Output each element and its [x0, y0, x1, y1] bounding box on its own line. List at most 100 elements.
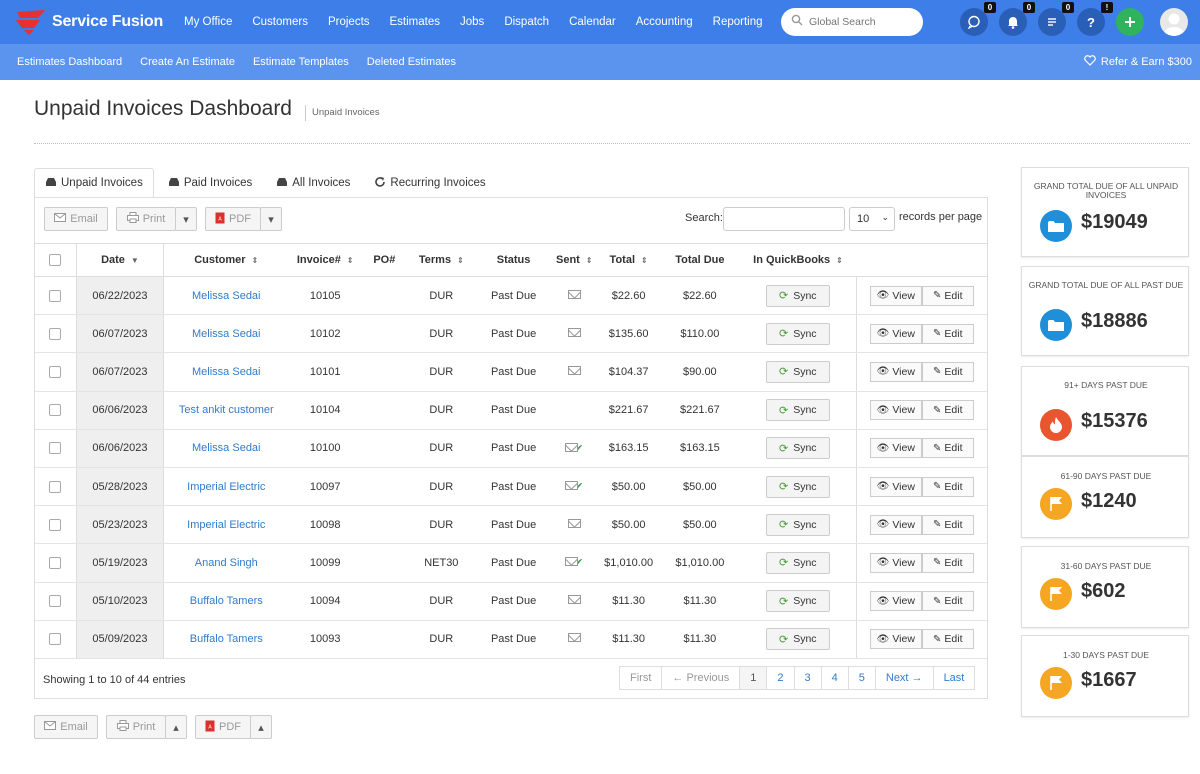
subnav-estimate-templates[interactable]: Estimate Templates	[252, 56, 349, 68]
edit-button[interactable]: ✎ Edit	[921, 591, 974, 612]
row-checkbox[interactable]	[49, 404, 62, 417]
row-customer-link[interactable]: Buffalo Tamers	[163, 620, 289, 659]
select-all-checkbox[interactable]	[49, 254, 62, 267]
per-page-select[interactable]: 10 ⌄	[849, 207, 895, 231]
edit-button[interactable]: ✎ Edit	[921, 552, 974, 573]
view-button[interactable]: 👁 View	[869, 476, 922, 497]
view-button[interactable]: 👁 View	[869, 285, 922, 306]
edit-button[interactable]: ✎ Edit	[921, 361, 974, 382]
row-customer-link[interactable]: Test ankit customer	[163, 391, 289, 430]
bottom-print-button[interactable]: Print	[106, 715, 166, 739]
refer-link[interactable]: Refer & Earn $300	[1084, 44, 1192, 80]
sync-button[interactable]: ⟳ Sync	[765, 475, 830, 498]
print-dropdown[interactable]: ▾	[175, 207, 197, 231]
print-button[interactable]: Print	[116, 207, 176, 231]
nav-item-projects[interactable]: Projects	[327, 16, 370, 28]
summary-card[interactable]: 1-30 DAYS PAST DUE $1667	[1021, 635, 1189, 717]
chat-icon[interactable]: 0	[960, 2, 996, 36]
page-first[interactable]: First	[620, 667, 663, 689]
nav-item-dispatch[interactable]: Dispatch	[504, 16, 550, 28]
bottom-email-button[interactable]: Email	[34, 715, 98, 739]
user-avatar[interactable]	[1160, 8, 1188, 36]
sync-button[interactable]: ⟳ Sync	[765, 628, 830, 651]
sync-button[interactable]: ⟳ Sync	[765, 322, 830, 345]
row-checkbox[interactable]	[49, 366, 62, 379]
view-button[interactable]: 👁 View	[869, 552, 922, 573]
nav-item-customers[interactable]: Customers	[252, 16, 308, 28]
pdf-dropdown[interactable]: ▾	[260, 207, 282, 231]
page-previous[interactable]: ← Previous	[662, 667, 741, 689]
bottom-print-dropdown[interactable]: ▴	[165, 715, 187, 739]
nav-item-jobs[interactable]: Jobs	[460, 16, 485, 28]
edit-button[interactable]: ✎ Edit	[921, 400, 974, 421]
row-checkbox[interactable]	[49, 556, 62, 569]
row-checkbox[interactable]	[49, 327, 62, 340]
row-checkbox[interactable]	[49, 289, 62, 302]
col-total[interactable]: Total ⇕	[597, 243, 660, 277]
view-button[interactable]: 👁 View	[869, 438, 922, 459]
sync-button[interactable]: ⟳ Sync	[765, 360, 830, 383]
col-sent[interactable]: Sent ⇕	[551, 243, 598, 277]
page-2[interactable]: 2	[767, 667, 795, 689]
subnav-estimates-dashboard[interactable]: Estimates Dashboard	[17, 56, 123, 68]
nav-item-estimates[interactable]: Estimates	[389, 16, 441, 28]
summary-card[interactable]: 31-60 DAYS PAST DUE $602	[1021, 546, 1189, 628]
summary-card[interactable]: 61-90 DAYS PAST DUE $1240	[1021, 456, 1189, 538]
tab-recurring-invoices[interactable]: Recurring Invoices	[364, 168, 495, 198]
col-date[interactable]: Date ▼	[76, 243, 165, 277]
edit-button[interactable]: ✎ Edit	[921, 629, 974, 650]
col-status[interactable]: Status	[476, 243, 552, 277]
global-search-input[interactable]	[809, 16, 909, 28]
row-checkbox[interactable]	[49, 442, 62, 455]
view-button[interactable]: 👁 View	[869, 323, 922, 344]
page-1[interactable]: 1	[740, 667, 768, 689]
view-button[interactable]: 👁 View	[869, 400, 922, 421]
col-in-quickbooks[interactable]: In QuickBooks ⇕	[739, 243, 857, 277]
row-customer-link[interactable]: Anand Singh	[163, 543, 289, 583]
tab-paid-invoices[interactable]: Paid Invoices	[158, 168, 262, 198]
view-button[interactable]: 👁 View	[869, 361, 922, 382]
tab-unpaid-invoices[interactable]: Unpaid Invoices	[34, 168, 154, 198]
row-customer-link[interactable]: Melissa Sedai	[163, 314, 289, 354]
pdf-button[interactable]: A PDF	[205, 207, 261, 231]
table-search-input[interactable]	[723, 207, 845, 231]
view-button[interactable]: 👁 View	[869, 629, 922, 650]
sync-button[interactable]: ⟳ Sync	[765, 551, 830, 574]
sync-button[interactable]: ⟳ Sync	[765, 513, 830, 536]
col-terms[interactable]: Terms ⇕	[406, 243, 477, 277]
nav-item-my-office[interactable]: My Office	[184, 16, 233, 28]
sync-button[interactable]: ⟳ Sync	[765, 590, 830, 613]
col-po[interactable]: PO#	[362, 243, 407, 277]
row-customer-link[interactable]: Imperial Electric	[163, 505, 289, 545]
subnav-deleted-estimates[interactable]: Deleted Estimates	[366, 56, 457, 68]
view-button[interactable]: 👁 View	[869, 591, 922, 612]
subnav-create-estimate[interactable]: Create An Estimate	[140, 56, 235, 68]
help-icon[interactable]: ? !	[1077, 2, 1113, 36]
page-next[interactable]: Next →	[876, 667, 934, 689]
col-total-due[interactable]: Total Due	[659, 243, 740, 277]
bottom-pdf-dropdown[interactable]: ▴	[250, 715, 272, 739]
nav-item-reporting[interactable]: Reporting	[712, 16, 763, 28]
page-4[interactable]: 4	[822, 667, 849, 689]
edit-button[interactable]: ✎ Edit	[921, 323, 974, 344]
edit-button[interactable]: ✎ Edit	[921, 514, 974, 535]
nav-item-accounting[interactable]: Accounting	[635, 16, 693, 28]
row-checkbox[interactable]	[49, 518, 62, 531]
page-5[interactable]: 5	[849, 667, 876, 689]
row-checkbox[interactable]	[49, 480, 62, 493]
page-3[interactable]: 3	[795, 667, 822, 689]
summary-card[interactable]: GRAND TOTAL DUE OF ALL PAST DUE $18886	[1021, 266, 1189, 356]
page-last[interactable]: Last	[943, 672, 965, 684]
tab-all-invoices[interactable]: All Invoices	[266, 168, 360, 198]
row-customer-link[interactable]: Imperial Electric	[163, 467, 289, 507]
summary-card[interactable]: GRAND TOTAL DUE OF ALL UNPAID INVOICES $1…	[1021, 167, 1189, 257]
edit-button[interactable]: ✎ Edit	[921, 476, 974, 497]
summary-card[interactable]: 91+ DAYS PAST DUE $15376	[1021, 366, 1189, 456]
row-checkbox[interactable]	[49, 595, 62, 608]
bell-icon[interactable]: 0	[999, 2, 1035, 36]
sync-button[interactable]: ⟳ Sync	[765, 399, 830, 422]
row-checkbox[interactable]	[49, 633, 62, 646]
tasks-icon[interactable]: 0	[1038, 2, 1074, 36]
row-customer-link[interactable]: Melissa Sedai	[163, 429, 289, 468]
col-invoice[interactable]: Invoice# ⇕	[288, 243, 363, 277]
